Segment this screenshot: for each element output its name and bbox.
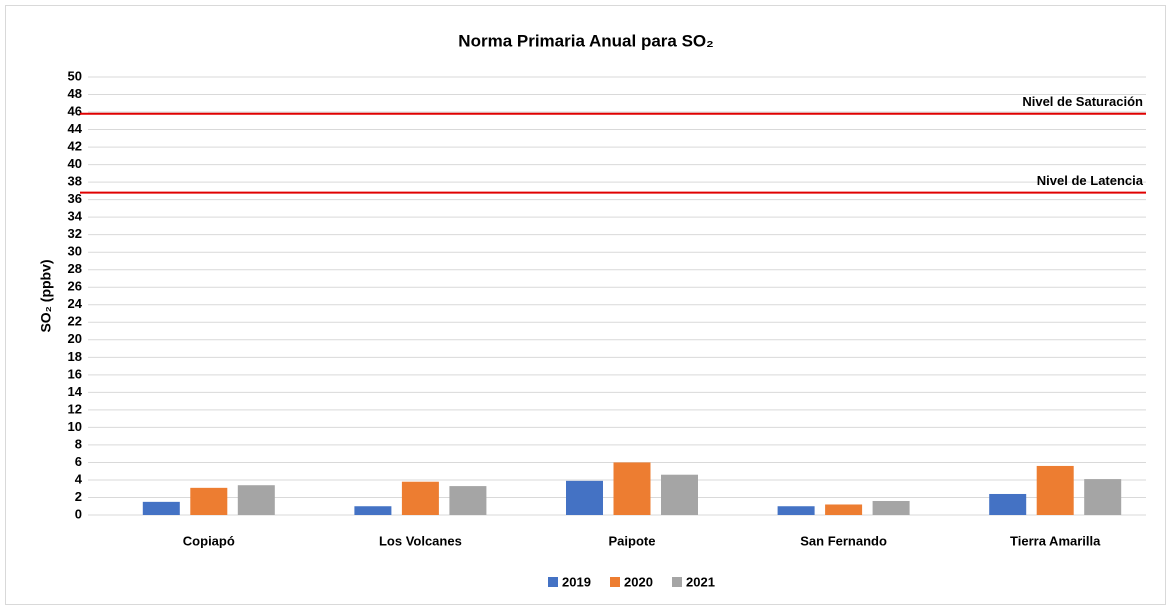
y-axis-label: SO₂ (ppbv)	[38, 259, 54, 332]
bar	[142, 501, 180, 515]
legend-label: 2021	[686, 574, 715, 589]
y-tick-label: 36	[68, 191, 82, 206]
bar	[872, 500, 910, 515]
y-tick-label: 16	[68, 366, 82, 381]
y-tick-label: 14	[68, 384, 83, 399]
bar	[1084, 479, 1122, 515]
y-tick-label: 26	[68, 279, 82, 294]
legend-label: 2020	[624, 574, 653, 589]
legend-swatch	[610, 577, 620, 587]
bar	[613, 462, 651, 515]
y-tick-label: 30	[68, 244, 82, 259]
bar	[989, 493, 1027, 515]
y-tick-label: 46	[68, 103, 82, 118]
y-tick-label: 6	[75, 454, 82, 469]
y-tick-label: 28	[68, 261, 82, 276]
y-tick-label: 4	[75, 471, 83, 486]
bar	[237, 485, 275, 515]
y-tick-label: 10	[68, 419, 82, 434]
bar	[777, 506, 815, 515]
chart-title: Norma Primaria Anual para SO₂	[458, 31, 713, 50]
y-tick-label: 44	[68, 121, 83, 136]
bar	[825, 504, 863, 515]
y-tick-label: 38	[68, 174, 82, 189]
y-tick-label: 50	[68, 68, 82, 83]
bar	[566, 480, 603, 515]
x-tick-label: Los Volcanes	[379, 533, 462, 548]
y-tick-label: 42	[68, 139, 82, 154]
x-tick-label: Paipote	[609, 533, 656, 548]
y-tick-label: 2	[75, 489, 82, 504]
y-tick-label: 20	[68, 331, 82, 346]
legend-swatch	[548, 577, 558, 587]
bar	[1036, 465, 1074, 515]
bar	[449, 486, 487, 515]
reference-label: Nivel de Latencia	[1037, 173, 1144, 188]
y-tick-label: 12	[68, 401, 82, 416]
y-tick-label: 48	[68, 86, 82, 101]
y-tick-label: 18	[68, 349, 82, 364]
bar	[401, 481, 439, 515]
x-tick-label: Tierra Amarilla	[1010, 533, 1101, 548]
y-tick-label: 32	[68, 226, 82, 241]
y-tick-label: 22	[68, 314, 82, 329]
y-tick-label: 0	[75, 506, 82, 521]
bar	[354, 506, 392, 515]
legend-swatch	[672, 577, 682, 587]
y-tick-label: 8	[75, 436, 82, 451]
x-tick-label: Copiapó	[183, 533, 235, 548]
y-tick-label: 24	[68, 296, 83, 311]
x-tick-label: San Fernando	[800, 533, 887, 548]
bar	[190, 487, 228, 515]
y-tick-label: 34	[68, 209, 83, 224]
bar	[661, 474, 698, 515]
legend-label: 2019	[562, 574, 591, 589]
reference-label: Nivel de Saturación	[1022, 94, 1143, 109]
y-tick-label: 40	[68, 156, 82, 171]
